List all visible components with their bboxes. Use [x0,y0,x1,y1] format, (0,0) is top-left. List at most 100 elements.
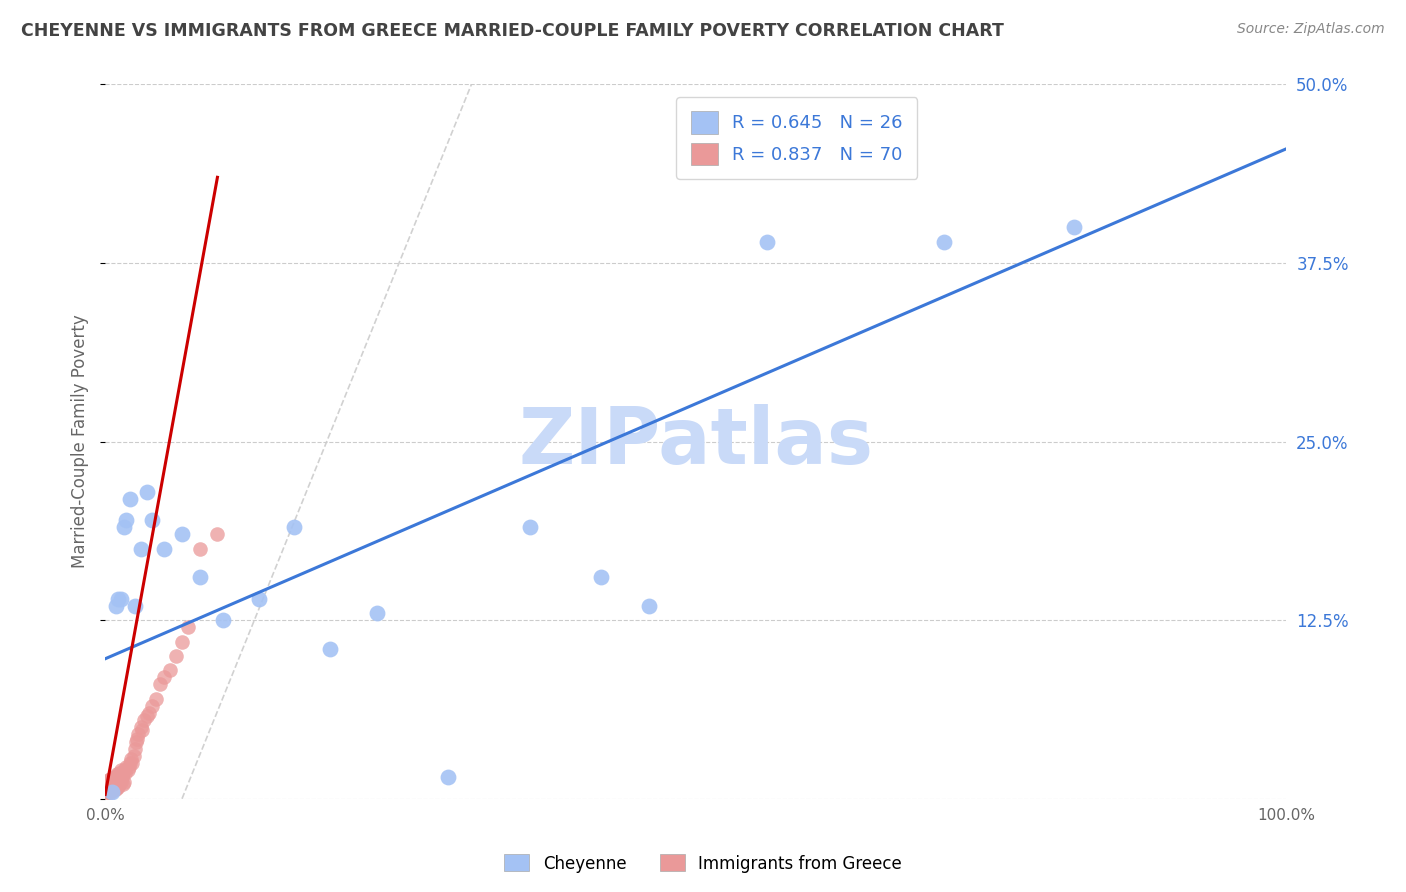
Point [131,723,153,738]
Point [98,784,121,798]
Point [124,599,146,613]
Point [108,766,131,780]
Point [112,520,135,534]
Point [97,784,120,798]
Point [212,613,235,627]
Point [100,780,122,795]
Point [115,760,138,774]
Point [111,777,134,791]
Point [436,770,458,784]
Point [112,774,135,789]
Point [107,591,129,606]
Point [96,784,118,798]
Point [153,670,176,684]
Point [104,781,127,796]
Point [165,648,187,663]
Point [124,741,146,756]
Point [104,776,127,790]
Point [177,620,200,634]
Point [932,235,955,249]
Point [104,770,127,784]
Point [170,527,193,541]
Point [118,491,141,506]
Point [104,599,127,613]
Point [118,756,141,770]
Point [97,777,120,791]
Point [103,777,125,791]
Point [122,748,145,763]
Point [159,663,181,677]
Point [97,776,120,790]
Point [110,763,132,777]
Point [104,776,127,790]
Point [100,772,122,786]
Point [148,677,170,691]
Point [101,783,124,797]
Point [283,520,305,534]
Point [519,520,541,534]
Point [97,780,120,795]
Point [366,606,388,620]
Point [104,781,127,796]
Point [110,591,132,606]
Point [127,731,149,746]
Point [104,769,127,783]
Point [111,766,134,780]
Point [188,541,211,556]
Point [188,570,211,584]
Point [141,513,163,527]
Point [110,774,132,789]
Point [318,641,340,656]
Point [111,770,134,784]
Point [135,709,157,723]
Point [127,727,149,741]
Point [129,541,152,556]
Point [98,776,121,790]
Point [1063,220,1085,235]
Text: ZIPatlas: ZIPatlas [519,403,873,480]
Point [98,772,121,786]
Point [135,484,157,499]
Point [97,784,120,798]
Point [96,780,118,795]
Point [141,698,163,713]
Point [134,713,156,727]
Point [125,734,148,748]
Point [117,763,139,777]
Point [112,763,135,777]
Point [591,570,613,584]
Point [107,769,129,783]
Point [105,780,128,795]
Point [107,780,129,795]
Point [108,777,131,791]
Point [121,756,143,770]
Legend: R = 0.645   N = 26, R = 0.837   N = 70: R = 0.645 N = 26, R = 0.837 N = 70 [676,97,917,179]
Point [207,527,229,541]
Point [138,706,160,720]
Point [101,784,124,798]
Point [100,784,122,798]
Point [755,235,778,249]
Point [105,767,128,781]
Point [247,591,270,606]
Point [114,766,136,780]
Point [100,776,122,790]
Point [103,772,125,786]
Y-axis label: Married-Couple Family Poverty: Married-Couple Family Poverty [72,315,89,568]
Text: Source: ZipAtlas.com: Source: ZipAtlas.com [1237,22,1385,37]
Point [118,760,141,774]
Point [97,781,120,796]
Point [129,720,152,734]
Point [153,541,176,556]
Point [145,691,167,706]
Text: CHEYENNE VS IMMIGRANTS FROM GREECE MARRIED-COUPLE FAMILY POVERTY CORRELATION CHA: CHEYENNE VS IMMIGRANTS FROM GREECE MARRI… [21,22,1004,40]
Point [637,599,659,613]
Legend: Cheyenne, Immigrants from Greece: Cheyenne, Immigrants from Greece [498,847,908,880]
Point [98,780,121,795]
Point [101,774,124,789]
Point [97,773,120,788]
Point [170,634,193,648]
Point [103,783,125,797]
Point [120,752,142,766]
Point [105,774,128,789]
